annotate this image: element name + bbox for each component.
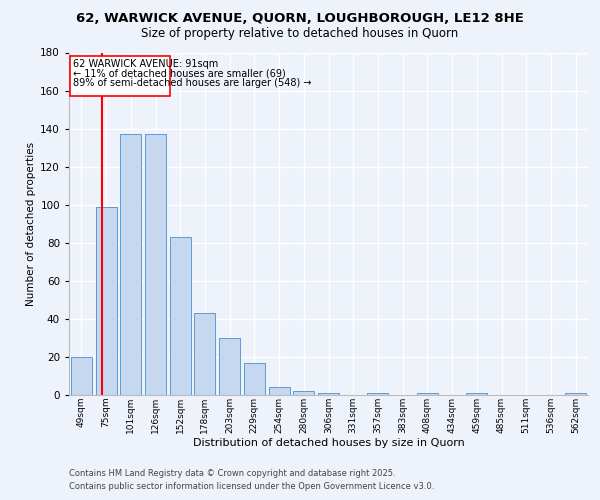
Y-axis label: Number of detached properties: Number of detached properties — [26, 142, 36, 306]
Text: ← 11% of detached houses are smaller (69): ← 11% of detached houses are smaller (69… — [73, 68, 286, 78]
Bar — [219, 338, 240, 395]
X-axis label: Distribution of detached houses by size in Quorn: Distribution of detached houses by size … — [193, 438, 464, 448]
Bar — [170, 237, 191, 395]
Bar — [269, 388, 290, 395]
Bar — [95, 206, 116, 395]
Bar — [71, 357, 92, 395]
Bar — [120, 134, 141, 395]
Bar — [145, 134, 166, 395]
Bar — [244, 362, 265, 395]
Bar — [466, 393, 487, 395]
Bar — [70, 56, 170, 96]
Text: 89% of semi-detached houses are larger (548) →: 89% of semi-detached houses are larger (… — [73, 78, 311, 88]
Bar — [293, 391, 314, 395]
Bar — [367, 393, 388, 395]
Text: 62 WARWICK AVENUE: 91sqm: 62 WARWICK AVENUE: 91sqm — [73, 59, 218, 69]
Bar — [318, 393, 339, 395]
Bar — [194, 313, 215, 395]
Text: Size of property relative to detached houses in Quorn: Size of property relative to detached ho… — [142, 28, 458, 40]
Text: Contains HM Land Registry data © Crown copyright and database right 2025.: Contains HM Land Registry data © Crown c… — [69, 468, 395, 477]
Text: Contains public sector information licensed under the Open Government Licence v3: Contains public sector information licen… — [69, 482, 434, 491]
Bar — [417, 393, 438, 395]
Text: 62, WARWICK AVENUE, QUORN, LOUGHBOROUGH, LE12 8HE: 62, WARWICK AVENUE, QUORN, LOUGHBOROUGH,… — [76, 12, 524, 26]
Bar — [565, 393, 586, 395]
